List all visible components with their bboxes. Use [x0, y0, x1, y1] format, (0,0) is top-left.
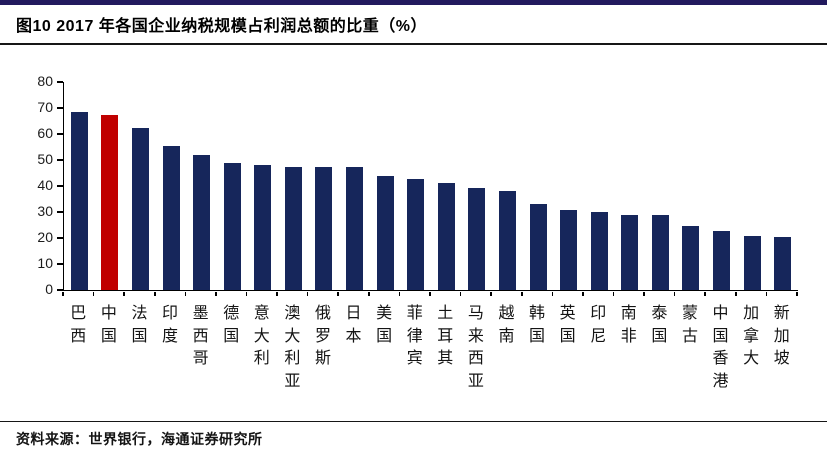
- x-category-label-蒙古: 蒙古: [681, 305, 698, 345]
- x-tick-mark: [306, 291, 309, 297]
- x-tick-mark: [643, 291, 645, 297]
- x-tick-mark: [490, 291, 492, 297]
- x-tick-mark: [62, 291, 64, 297]
- x-tick-mark: [276, 291, 278, 297]
- x-category-label-中国: 中国: [100, 305, 117, 345]
- y-tick-label-60: 60: [37, 125, 53, 141]
- bar-马来西亚: [468, 188, 486, 290]
- source-note: 资料来源：世界银行，海通证券研究所: [16, 433, 263, 448]
- bar-日本: [346, 166, 364, 290]
- x-tick-mark: [245, 291, 248, 297]
- x-tick-mark: [337, 291, 340, 297]
- x-category-label-德国: 德国: [223, 305, 240, 345]
- y-tick-mark: [56, 211, 63, 213]
- bar-意大利: [254, 165, 272, 290]
- y-tick-label-30: 30: [37, 203, 53, 219]
- bar-南非: [621, 214, 639, 290]
- x-tick-mark: [765, 291, 768, 297]
- bar-韩国: [529, 203, 547, 290]
- x-category-label-南非: 南非: [620, 305, 637, 345]
- x-tick-mark: [673, 291, 676, 297]
- bar-中国: [101, 115, 119, 290]
- x-tick-mark: [429, 291, 431, 297]
- x-tick-mark: [368, 291, 370, 297]
- y-tick-mark: [56, 263, 63, 265]
- x-category-label-巴西: 巴西: [70, 305, 87, 345]
- x-category-label-越南: 越南: [498, 305, 515, 345]
- chart-title: 图10 2017 年各国企业纳税规模占利润总额的比重（%）: [16, 18, 428, 35]
- x-tick-mark: [551, 291, 554, 297]
- y-tick-label-10: 10: [37, 255, 53, 271]
- title-divider: [0, 43, 827, 45]
- x-category-label-英国: 英国: [559, 305, 576, 345]
- x-tick-mark: [796, 291, 798, 297]
- x-category-label-意大利: 意大利: [253, 305, 270, 367]
- y-tick-label-20: 20: [37, 229, 53, 245]
- x-category-label-印度: 印度: [162, 305, 179, 345]
- bar-墨西哥: [193, 154, 211, 290]
- x-tick-mark: [123, 291, 125, 297]
- x-category-label-菲律宾: 菲律宾: [406, 305, 423, 367]
- y-tick-mark: [56, 185, 63, 187]
- x-tick-mark: [184, 291, 187, 297]
- y-tick-label-70: 70: [37, 99, 53, 115]
- y-tick-mark: [56, 289, 63, 291]
- x-category-label-韩国: 韩国: [529, 305, 546, 345]
- y-tick-label-40: 40: [37, 177, 53, 193]
- x-category-label-印尼: 印尼: [590, 305, 607, 345]
- x-tick-mark: [735, 291, 737, 297]
- x-category-label-中国香港: 中国香港: [712, 305, 729, 390]
- x-category-label-新加坡: 新加坡: [773, 305, 790, 367]
- x-category-label-俄罗斯: 俄罗斯: [314, 305, 331, 367]
- x-category-label-法国: 法国: [131, 305, 148, 345]
- y-tick-label-50: 50: [37, 151, 53, 167]
- bar-德国: [223, 162, 241, 290]
- x-category-label-土耳其: 土耳其: [437, 305, 454, 367]
- bar-越南: [498, 190, 516, 290]
- y-tick-mark: [56, 107, 63, 109]
- x-tick-mark: [704, 291, 707, 297]
- x-tick-mark: [215, 291, 217, 297]
- x-category-label-美国: 美国: [376, 305, 393, 345]
- bar-美国: [376, 176, 394, 290]
- x-tick-mark: [612, 291, 615, 297]
- bar-俄罗斯: [315, 166, 333, 290]
- x-tick-mark: [582, 291, 584, 297]
- y-tick-label-0: 0: [45, 281, 53, 297]
- bar-菲律宾: [407, 178, 425, 290]
- bar-新加坡: [774, 237, 792, 290]
- bar-加拿大: [743, 235, 761, 290]
- x-category-label-马来西亚: 马来西亚: [467, 305, 484, 390]
- x-category-label-日本: 日本: [345, 305, 362, 345]
- x-tick-mark: [459, 291, 462, 297]
- bar-印度: [162, 146, 180, 290]
- bar-泰国: [651, 215, 669, 290]
- bar-巴西: [70, 112, 88, 290]
- x-category-label-泰国: 泰国: [651, 305, 668, 345]
- bar-英国: [560, 210, 578, 290]
- footer-divider: [0, 421, 827, 423]
- x-tick-mark: [520, 291, 523, 297]
- bar-土耳其: [437, 183, 455, 290]
- bar-中国香港: [713, 230, 731, 290]
- bar-法国: [131, 128, 149, 290]
- y-tick-mark: [56, 237, 63, 239]
- top-border-rule: [0, 0, 827, 5]
- bar-蒙古: [682, 225, 700, 290]
- bar-澳大利亚: [284, 166, 302, 290]
- x-tick-mark: [398, 291, 401, 297]
- x-category-label-加拿大: 加拿大: [743, 305, 760, 367]
- y-tick-mark: [56, 133, 63, 135]
- y-tick-mark: [56, 81, 63, 83]
- x-tick-mark: [153, 291, 156, 297]
- x-category-label-澳大利亚: 澳大利亚: [284, 305, 301, 390]
- x-tick-mark: [92, 291, 95, 297]
- bar-印尼: [590, 212, 608, 290]
- x-category-label-墨西哥: 墨西哥: [192, 305, 209, 367]
- y-tick-mark: [56, 159, 63, 161]
- y-tick-label-80: 80: [37, 73, 53, 89]
- plot-area: [63, 82, 798, 291]
